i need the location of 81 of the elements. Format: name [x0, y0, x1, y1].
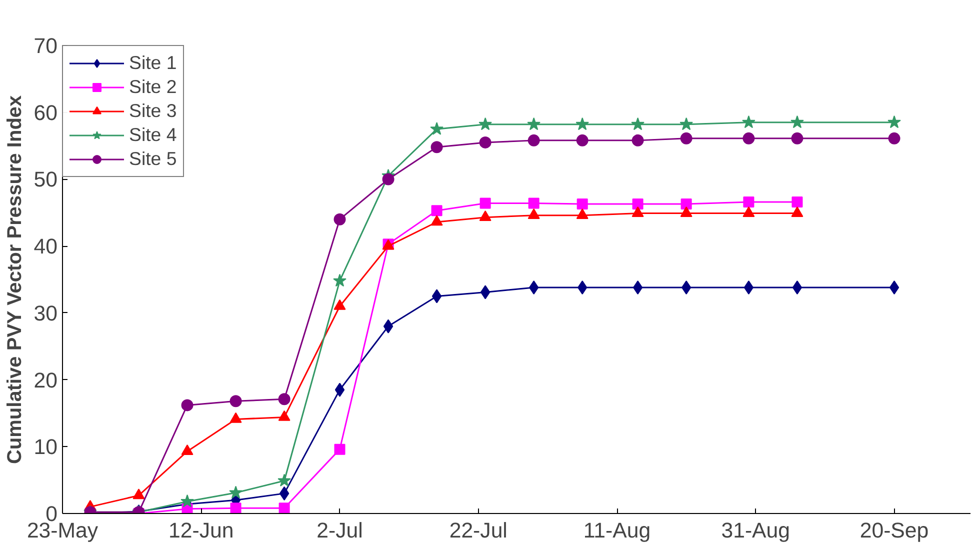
point: [278, 474, 291, 486]
point: [478, 117, 492, 130]
y-tick-label: 70: [34, 34, 58, 58]
point: [680, 117, 693, 130]
point: [527, 117, 541, 130]
point: [278, 502, 290, 514]
point: [680, 198, 692, 210]
point: [680, 206, 692, 217]
y-tick-label: 40: [34, 234, 58, 259]
point: [632, 206, 644, 217]
point: [742, 115, 756, 128]
point: [889, 280, 900, 295]
point: [278, 393, 290, 406]
point: [576, 208, 588, 219]
point: [383, 319, 394, 334]
y-tick-label: 10: [34, 435, 58, 460]
point: [743, 196, 754, 208]
point: [791, 132, 804, 144]
point: [790, 115, 804, 128]
point: [479, 136, 492, 148]
point: [480, 198, 491, 209]
point: [333, 274, 346, 287]
point: [744, 280, 754, 295]
point: [528, 280, 539, 295]
y-tick-label: 50: [34, 168, 58, 192]
point: [576, 117, 590, 130]
y-tick-label: 30: [34, 301, 58, 326]
point: [432, 289, 442, 304]
x-tick-label: 31-Aug: [721, 518, 790, 542]
point: [680, 132, 692, 144]
legend-label: Site 5: [129, 148, 177, 170]
point: [681, 280, 692, 295]
point: [430, 141, 443, 154]
point: [430, 215, 443, 226]
y-tick-label: 60: [34, 100, 58, 125]
x-tick-label: 12-Jun: [168, 518, 234, 542]
legend-label: Site 2: [129, 76, 177, 98]
point: [576, 198, 588, 210]
legend-label: Site 4: [129, 124, 177, 146]
x-tick-label: 20-Sep: [860, 518, 929, 542]
point: [528, 208, 540, 219]
point: [431, 205, 442, 216]
legend-label: Site 1: [129, 52, 177, 74]
point: [791, 206, 804, 217]
point: [334, 444, 346, 455]
point: [528, 134, 540, 146]
point: [528, 198, 540, 209]
point: [181, 444, 194, 455]
point: [742, 132, 755, 144]
point: [230, 412, 242, 423]
point: [430, 122, 444, 135]
point: [278, 410, 290, 421]
y-axis-title: Cumulative PVY Vector Pressure Index: [4, 95, 26, 464]
point: [479, 210, 492, 221]
point: [279, 486, 290, 500]
point: [632, 134, 644, 146]
point: [480, 285, 490, 300]
point: [631, 117, 644, 130]
x-tick-label: 22-Jul: [449, 518, 508, 542]
point: [334, 213, 346, 226]
point: [792, 280, 802, 295]
point: [888, 115, 901, 128]
point: [888, 132, 900, 144]
point: [382, 173, 394, 186]
legend-label: Site 3: [129, 100, 177, 122]
point: [334, 382, 345, 397]
x-tick-label: 11-Aug: [583, 518, 651, 542]
y-tick-label: 20: [34, 368, 58, 392]
point: [180, 494, 194, 508]
point: [230, 395, 242, 408]
point: [334, 299, 346, 310]
x-tick-label: 2-Jul: [316, 518, 363, 542]
point: [230, 502, 242, 514]
point: [576, 134, 588, 146]
point: [229, 486, 242, 499]
point: [632, 280, 643, 295]
point: [632, 198, 644, 210]
point: [132, 488, 145, 500]
point: [742, 206, 755, 217]
point: [792, 196, 803, 208]
point: [181, 399, 194, 412]
